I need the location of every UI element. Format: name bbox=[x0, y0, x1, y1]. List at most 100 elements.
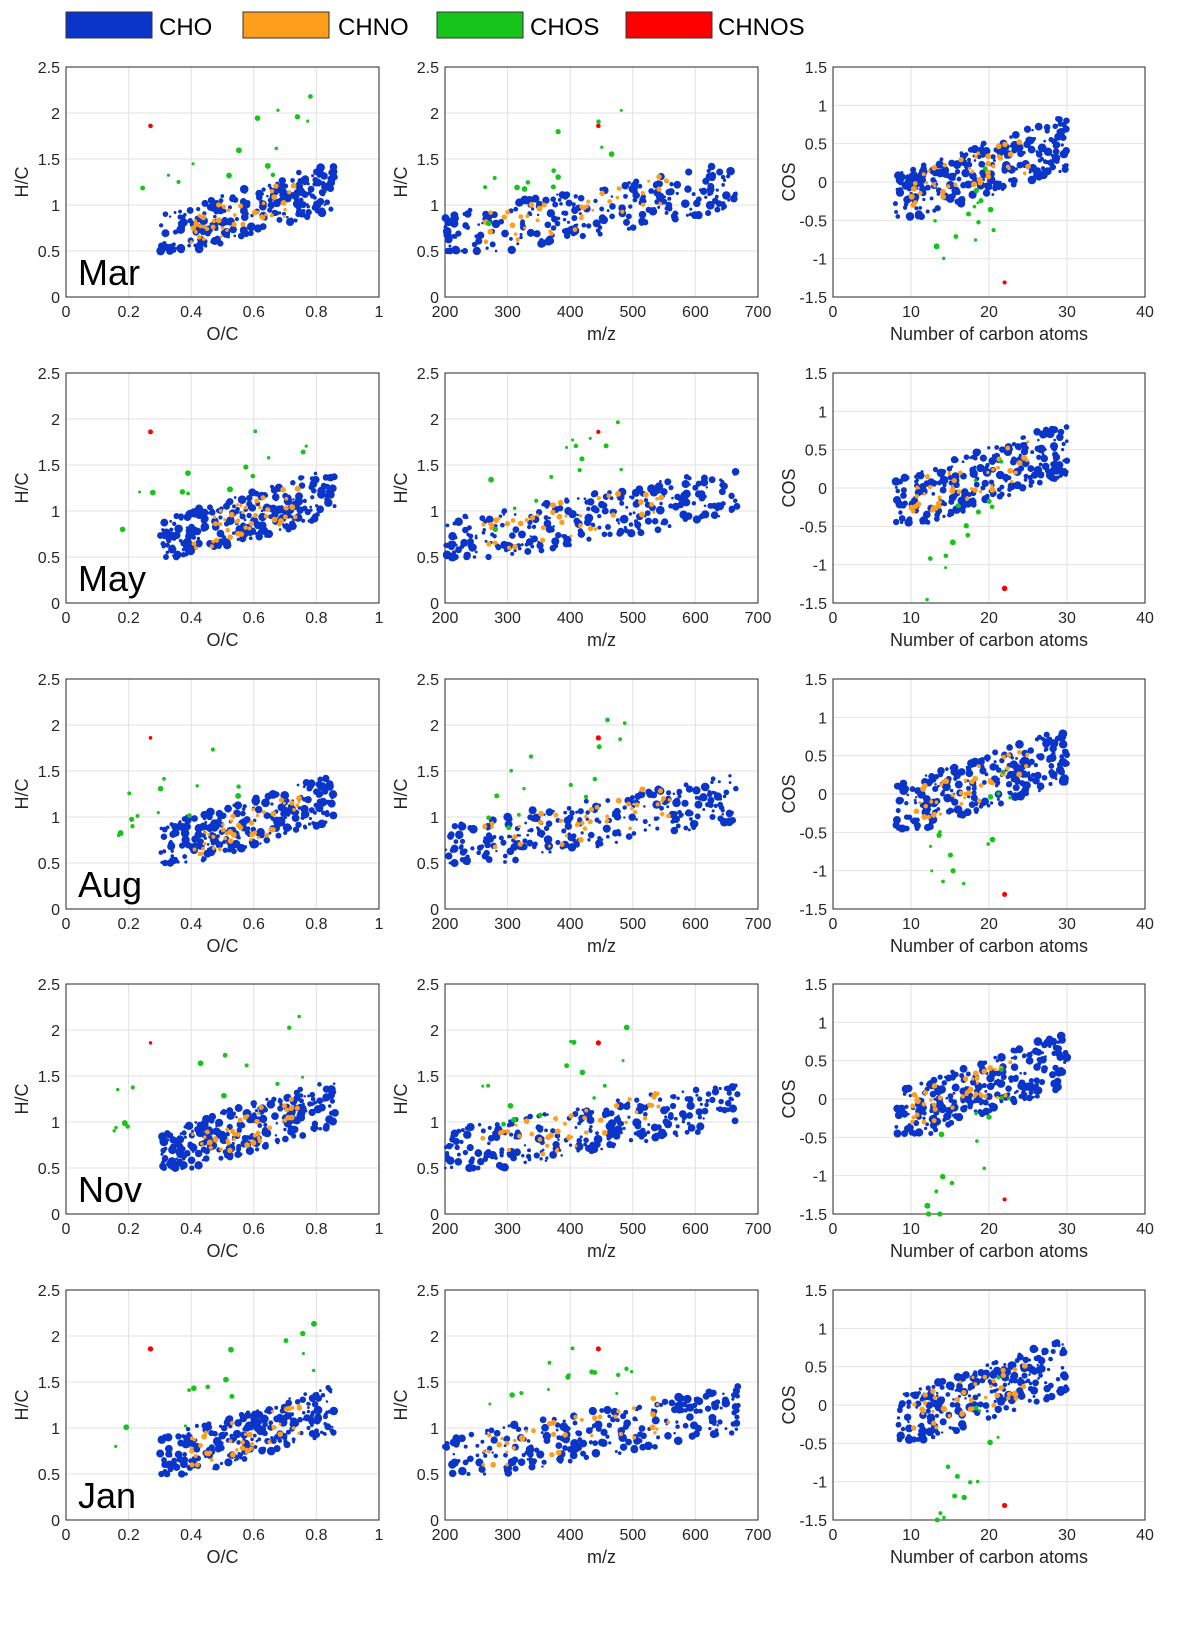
data-point-chno bbox=[490, 825, 494, 829]
data-point-cho bbox=[260, 200, 267, 207]
data-point-cho bbox=[288, 826, 293, 830]
data-point-chos bbox=[287, 1025, 292, 1030]
data-point-cho bbox=[331, 1109, 339, 1117]
data-point-cho bbox=[183, 1439, 192, 1448]
data-point-cho bbox=[710, 1389, 717, 1397]
data-point-cho bbox=[258, 831, 262, 835]
data-point-cho bbox=[996, 148, 1005, 157]
data-point-cho bbox=[934, 1087, 939, 1092]
data-point-cho bbox=[311, 174, 315, 178]
data-point-cho bbox=[257, 1437, 262, 1442]
data-point-cho bbox=[1006, 475, 1012, 481]
data-point-cho bbox=[523, 1116, 529, 1122]
data-point-cho bbox=[235, 811, 239, 816]
data-point-cho bbox=[925, 1401, 933, 1410]
data-point-cho bbox=[992, 749, 999, 756]
data-point-cho bbox=[449, 1165, 454, 1170]
data-point-cho bbox=[444, 235, 453, 244]
data-point-chno bbox=[282, 214, 286, 218]
data-point-cho bbox=[1011, 1098, 1018, 1106]
data-point-cho bbox=[1013, 776, 1020, 783]
data-point-cho bbox=[921, 521, 925, 524]
data-point-cho bbox=[239, 513, 246, 520]
data-point-cho bbox=[629, 224, 637, 231]
data-point-cho bbox=[256, 1426, 265, 1436]
data-point-chos bbox=[622, 721, 627, 725]
data-point-cho bbox=[551, 809, 555, 813]
data-point-chos bbox=[999, 459, 1004, 464]
data-point-cho bbox=[951, 492, 958, 499]
data-point-cho bbox=[503, 1435, 511, 1443]
data-point-cho bbox=[254, 1147, 260, 1152]
data-point-cho bbox=[1057, 428, 1065, 436]
data-point-cho bbox=[904, 1125, 912, 1133]
data-point-chos bbox=[521, 186, 528, 192]
data-point-cho bbox=[286, 810, 291, 815]
data-point-cho bbox=[506, 1149, 515, 1159]
data-point-cho bbox=[259, 223, 267, 231]
data-point-cho bbox=[952, 505, 961, 514]
data-point-cho bbox=[671, 502, 680, 511]
data-point-cho bbox=[257, 529, 263, 534]
data-point-cho bbox=[642, 1445, 645, 1449]
y-tick-label: 1.5 bbox=[38, 1069, 60, 1086]
data-point-cho bbox=[1049, 739, 1059, 748]
data-point-cho bbox=[951, 472, 960, 481]
data-point-cho bbox=[951, 768, 960, 777]
data-point-cho bbox=[643, 805, 646, 808]
data-point-cho bbox=[654, 785, 663, 794]
data-point-cho bbox=[980, 140, 987, 147]
data-point-cho bbox=[707, 790, 712, 794]
data-point-cho bbox=[675, 1134, 679, 1138]
data-point-cho bbox=[654, 1401, 660, 1408]
data-point-cho bbox=[500, 1163, 509, 1172]
y-axis-label: COS bbox=[779, 1079, 799, 1118]
data-point-cho bbox=[258, 1114, 268, 1124]
data-point-cho bbox=[954, 166, 958, 170]
data-point-cho bbox=[467, 825, 474, 831]
data-point-cho bbox=[708, 476, 716, 484]
data-point-cho bbox=[174, 246, 178, 250]
data-point-cho bbox=[901, 785, 910, 793]
data-point-cho bbox=[960, 1094, 967, 1102]
data-point-cho bbox=[218, 201, 222, 206]
data-point-cho bbox=[631, 804, 636, 809]
data-point-cho bbox=[1016, 795, 1022, 801]
data-point-cho bbox=[313, 200, 322, 209]
data-point-cho bbox=[997, 475, 1001, 479]
data-point-chno bbox=[1022, 171, 1027, 176]
data-point-cho bbox=[316, 505, 324, 514]
data-point-cho bbox=[166, 537, 172, 544]
data-point-cho bbox=[724, 817, 734, 827]
data-point-cho bbox=[175, 1147, 183, 1156]
data-point-cho bbox=[453, 535, 458, 540]
data-point-cho bbox=[962, 1371, 970, 1379]
data-point-cho bbox=[563, 191, 571, 199]
data-point-cho bbox=[536, 541, 544, 550]
data-point-cho bbox=[1041, 1041, 1048, 1049]
data-point-cho bbox=[648, 504, 656, 512]
data-point-cho bbox=[309, 1091, 316, 1098]
data-point-chos bbox=[243, 464, 249, 470]
data-point-cho bbox=[941, 192, 950, 201]
data-point-cho bbox=[904, 800, 909, 806]
data-point-cho bbox=[930, 1076, 938, 1084]
data-point-cho bbox=[901, 181, 911, 190]
data-point-cho bbox=[529, 212, 533, 217]
data-point-cho bbox=[255, 1410, 264, 1419]
data-point-chno bbox=[259, 214, 265, 220]
data-point-cho bbox=[327, 1117, 333, 1123]
data-point-chno bbox=[601, 1129, 608, 1136]
data-point-cho bbox=[945, 1106, 954, 1115]
data-point-cho bbox=[716, 502, 724, 511]
data-point-cho bbox=[197, 241, 201, 245]
data-point-cho bbox=[218, 1424, 223, 1428]
data-point-cho bbox=[445, 852, 453, 860]
data-point-cho bbox=[246, 826, 251, 831]
legend-swatch-cho bbox=[65, 11, 153, 39]
data-point-cho bbox=[1047, 1382, 1054, 1389]
data-point-chno bbox=[649, 502, 655, 508]
data-point-cho bbox=[481, 852, 489, 860]
data-point-cho bbox=[595, 1425, 602, 1432]
data-point-cho bbox=[1043, 167, 1052, 176]
